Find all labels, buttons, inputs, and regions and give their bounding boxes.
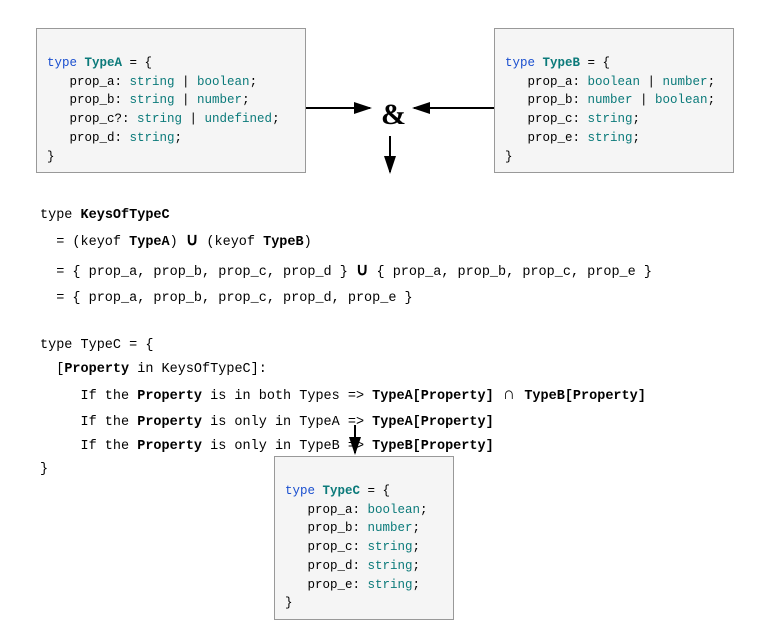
expl-l5: type TypeC = { [40, 338, 153, 353]
intersection-operator: & [381, 92, 406, 137]
typea-line1: prop_a: string | boolean; [47, 75, 257, 89]
typec-line5: prop_e: string; [285, 578, 420, 592]
expl-l3: = { prop_a, prop_b, prop_c, prop_d } ∪ {… [40, 265, 652, 280]
kw-type: type [505, 56, 535, 70]
typec-line4: prop_d: string; [285, 559, 420, 573]
typec-line3: prop_c: string; [285, 540, 420, 554]
typea-line3: prop_c?: string | undefined; [47, 112, 280, 126]
typename-typea: TypeA [85, 56, 123, 70]
brace-close: } [47, 150, 55, 164]
typename-typeb: TypeB [543, 56, 581, 70]
kw-type: type [47, 56, 77, 70]
typec-line1: prop_a: boolean; [285, 503, 428, 517]
brace-open: = { [360, 484, 390, 498]
expl-l10: } [40, 462, 48, 477]
expl-l8: If the Property is only in TypeA => Type… [40, 415, 494, 430]
typeb-line3: prop_c: string; [505, 112, 640, 126]
kw-type: type [285, 484, 315, 498]
brace-close: } [505, 150, 513, 164]
brace-open: = { [122, 56, 152, 70]
brace-close: } [285, 596, 293, 610]
expl-l9: If the Property is only in TypeB => Type… [40, 439, 494, 454]
expl-l1: type KeysOfTypeC [40, 208, 170, 223]
typeb-codebox: type TypeB = { prop_a: boolean | number;… [494, 28, 734, 173]
expl-l7: If the Property is in both Types => Type… [40, 389, 646, 404]
typea-line4: prop_d: string; [47, 131, 182, 145]
typename-typec: TypeC [323, 484, 361, 498]
typeb-line1: prop_a: boolean | number; [505, 75, 715, 89]
typec-line2: prop_b: number; [285, 521, 420, 535]
expl-l4: = { prop_a, prop_b, prop_c, prop_d, prop… [40, 291, 413, 306]
typea-codebox: type TypeA = { prop_a: string | boolean;… [36, 28, 306, 173]
expl-l2: = (keyof TypeA) ∪ (keyof TypeB) [40, 235, 312, 250]
explanation-block: type KeysOfTypeC = (keyof TypeA) ∪ (keyo… [40, 180, 652, 482]
typea-line2: prop_b: string | number; [47, 93, 250, 107]
typeb-line4: prop_e: string; [505, 131, 640, 145]
brace-open: = { [580, 56, 610, 70]
typeb-line2: prop_b: number | boolean; [505, 93, 715, 107]
expl-l6: [Property in KeysOfTypeC]: [40, 362, 267, 377]
typec-codebox: type TypeC = { prop_a: boolean; prop_b: … [274, 456, 454, 620]
